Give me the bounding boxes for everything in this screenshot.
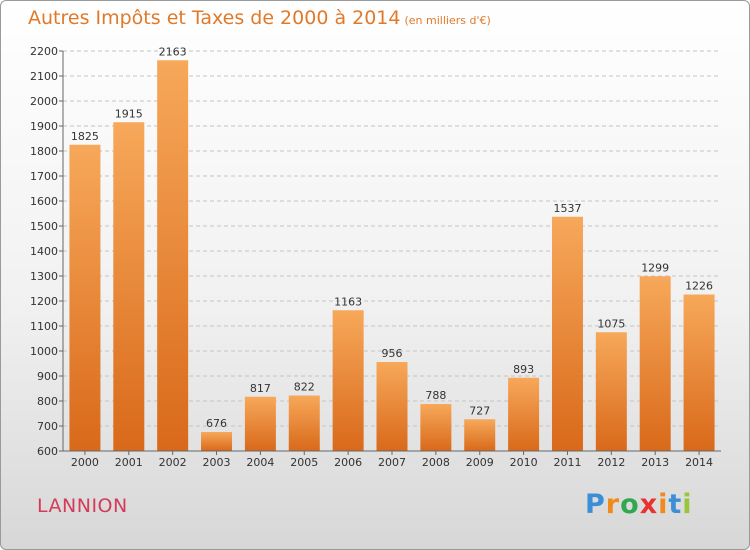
y-tick-label: 1700 bbox=[30, 170, 58, 183]
y-tick-label: 700 bbox=[37, 420, 58, 433]
y-tick-label: 1600 bbox=[30, 195, 58, 208]
x-tick-label: 2012 bbox=[597, 456, 625, 469]
axis-layer: 600 700 800 900 1000 1100 1200 1300 1400 1500 1600… bbox=[30, 45, 721, 469]
data-label: 1915 bbox=[115, 107, 143, 120]
y-tick-label: 1900 bbox=[30, 120, 58, 133]
data-label: 822 bbox=[294, 381, 315, 394]
x-tick-label: 2000 bbox=[71, 456, 99, 469]
bar bbox=[69, 144, 101, 451]
y-tick-label: 2200 bbox=[30, 45, 58, 58]
bar bbox=[157, 60, 189, 451]
bar bbox=[113, 122, 145, 451]
x-tick-label: 2013 bbox=[641, 456, 669, 469]
data-label: 1075 bbox=[597, 317, 625, 330]
bar bbox=[683, 294, 715, 451]
data-label: 1825 bbox=[71, 130, 99, 143]
x-tick-label: 2007 bbox=[378, 456, 406, 469]
proxiti-logo: Proxiti bbox=[585, 489, 693, 520]
bar bbox=[464, 419, 496, 451]
x-tick-label: 2006 bbox=[334, 456, 362, 469]
y-tick-label: 900 bbox=[37, 370, 58, 383]
logo-letter: P bbox=[585, 489, 606, 520]
logo-letter: i bbox=[682, 489, 693, 520]
y-tick-label: 1500 bbox=[30, 220, 58, 233]
bar bbox=[508, 377, 540, 451]
logo-letter: i bbox=[658, 489, 669, 520]
data-label: 727 bbox=[469, 404, 490, 417]
x-tick-label: 2001 bbox=[115, 456, 143, 469]
bar bbox=[376, 362, 408, 451]
y-tick-label: 2000 bbox=[30, 95, 58, 108]
data-label: 1163 bbox=[334, 295, 362, 308]
y-tick-label: 1200 bbox=[30, 295, 58, 308]
logo-letter: x bbox=[639, 489, 659, 520]
data-label: 817 bbox=[250, 382, 271, 395]
bar-layer: 1825 1915 2163 676 817 822 1163 956 788 727 893 153… bbox=[69, 45, 715, 451]
bar bbox=[288, 395, 320, 451]
y-tick-label: 1300 bbox=[30, 270, 58, 283]
data-label: 956 bbox=[382, 347, 403, 360]
y-tick-label: 2100 bbox=[30, 70, 58, 83]
x-tick-label: 2002 bbox=[159, 456, 187, 469]
data-label: 1537 bbox=[553, 202, 581, 215]
x-tick-label: 2010 bbox=[510, 456, 538, 469]
data-label: 1299 bbox=[641, 261, 669, 274]
x-tick-label: 2005 bbox=[290, 456, 318, 469]
x-tick-label: 2004 bbox=[246, 456, 274, 469]
y-tick-label: 1400 bbox=[30, 245, 58, 258]
bar bbox=[244, 396, 276, 451]
data-label: 893 bbox=[513, 363, 534, 376]
x-tick-label: 2011 bbox=[553, 456, 581, 469]
logo-letter: t bbox=[668, 489, 683, 520]
bar bbox=[420, 404, 452, 451]
y-tick-label: 1000 bbox=[30, 345, 58, 358]
data-label: 788 bbox=[425, 389, 446, 402]
data-label: 676 bbox=[206, 417, 227, 430]
y-tick-label: 800 bbox=[37, 395, 58, 408]
x-tick-label: 2003 bbox=[203, 456, 231, 469]
logo-letter: r bbox=[605, 489, 621, 520]
bar bbox=[595, 332, 627, 451]
y-tick-label: 1100 bbox=[30, 320, 58, 333]
unit-note: (en milliers d'€) bbox=[404, 14, 491, 27]
bar bbox=[551, 216, 583, 451]
chart-title: Autres Impôts et Taxes de 2000 à 2014 (en… bbox=[28, 7, 491, 29]
y-tick-label: 1800 bbox=[30, 145, 58, 158]
bar bbox=[201, 432, 233, 451]
logo-letter: o bbox=[620, 489, 640, 520]
x-tick-label: 2008 bbox=[422, 456, 450, 469]
data-label: 1226 bbox=[685, 280, 713, 293]
bar bbox=[332, 310, 364, 451]
chart-title-text: Autres Impôts et Taxes de 2000 à 2014 bbox=[28, 7, 401, 29]
x-tick-label: 2009 bbox=[466, 456, 494, 469]
x-tick-label: 2014 bbox=[685, 456, 713, 469]
bar bbox=[639, 276, 671, 451]
city-label: LANNION bbox=[37, 495, 128, 517]
data-label: 2163 bbox=[159, 45, 187, 58]
y-tick-label: 600 bbox=[37, 445, 58, 458]
